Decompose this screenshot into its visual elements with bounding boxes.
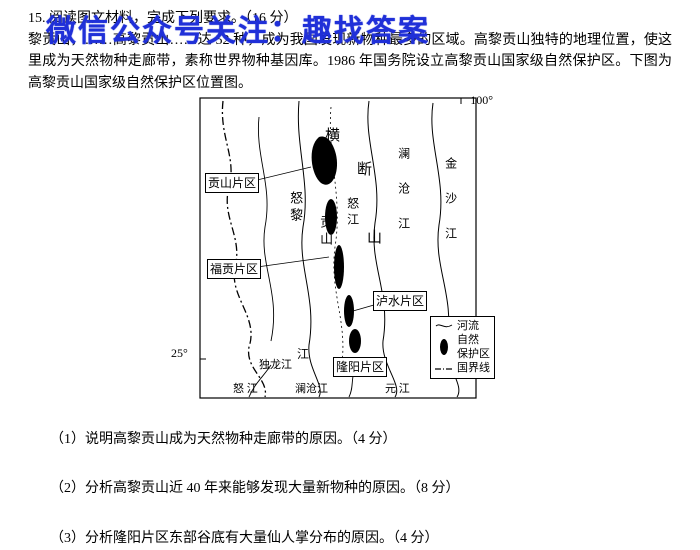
label-b1: 独龙江 [259,357,292,374]
label-bottom-jiang: 江 [297,345,309,364]
label-duan: 断 [357,159,372,182]
legend-reserve-label: 自然保护区 [457,333,490,362]
label-lancang: 澜 沧 江 [394,147,413,239]
label-bottom2: 澜沧江 [295,381,328,398]
label-gongshan: 贡山 [315,215,335,249]
label-gongshan-area: 贡山片区 [205,173,259,194]
map-figure: 100° 25° [199,97,501,401]
legend-border-label: 国界线 [457,361,490,375]
label-bottom3: 元 江 [385,381,410,398]
label-nuli: 怒黎 [285,191,305,225]
legend-river: 河流 [435,319,490,333]
legend-river-label: 河流 [457,319,479,333]
label-nujiang: 怒江 [343,197,362,229]
question-number: 15. [28,11,46,26]
question-stem: 15. 阅读图文材料，完成下列要求。（16 分） 黎贡山，……高黎贡山……达 5… [28,8,672,95]
legend-reserve: 自然保护区 [435,333,490,362]
subquestion-1: （1）说明高黎贡山成为天然物种走廊带的原因。（4 分） [28,429,672,451]
river-icon [435,321,453,331]
subquestion-2: （2）分析高黎贡山近 40 年来能够发现大量新物种的原因。（8 分） [28,478,672,500]
stem-body: 黎贡山，……高黎贡山……达 52 种，成为我国发现新物种最多的区域。高黎贡山独特… [28,33,672,91]
border-icon [435,364,453,374]
stem-line1: 阅读图文材料，完成下列要求。（16 分） [49,11,298,26]
label-jinsha: 金 沙 江 [441,157,460,249]
map-legend: 河流 自然保护区 国界线 [430,316,495,379]
reserve-icon [435,337,453,357]
label-lushui-area: 泸水片区 [373,291,427,312]
latitude-label: 25° [171,344,188,363]
label-heng: 横 [325,125,340,148]
label-shan: 山 [367,227,382,250]
label-fugong-area: 福贡片区 [207,259,261,280]
legend-border: 国界线 [435,361,490,375]
label-bottom1: 怒 江 [233,381,258,398]
longitude-label: 100° [470,91,493,110]
label-longyang-area: 隆阳片区 [333,357,387,378]
subquestion-3: （3）分析隆阳片区东部谷底有大量仙人掌分布的原因。（4 分） [28,528,672,550]
